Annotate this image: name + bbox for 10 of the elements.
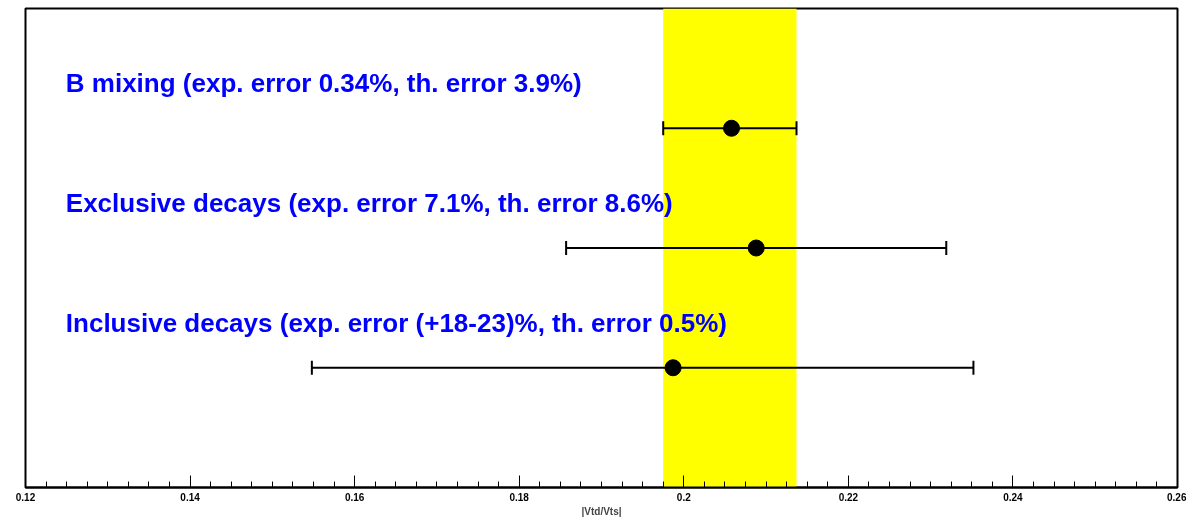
x-tick-label: 0.12 (15, 491, 36, 503)
x-tick-label: 0.22 (838, 491, 859, 503)
x-tick-label: 0.16 (344, 491, 365, 503)
x-tick-label: 0.2 (676, 491, 692, 503)
x-tick-label: 0.18 (509, 491, 530, 503)
x-tick-label: 0.14 (180, 491, 201, 503)
x-tick-label: 0.26 (1167, 491, 1186, 503)
x-axis-title: |Vtd/Vts| (581, 505, 622, 517)
x-tick-label: 0.24 (1003, 491, 1024, 503)
y-tick-label: B mixing (exp. error 0.34%, th. error 3.9%) (65, 68, 582, 99)
